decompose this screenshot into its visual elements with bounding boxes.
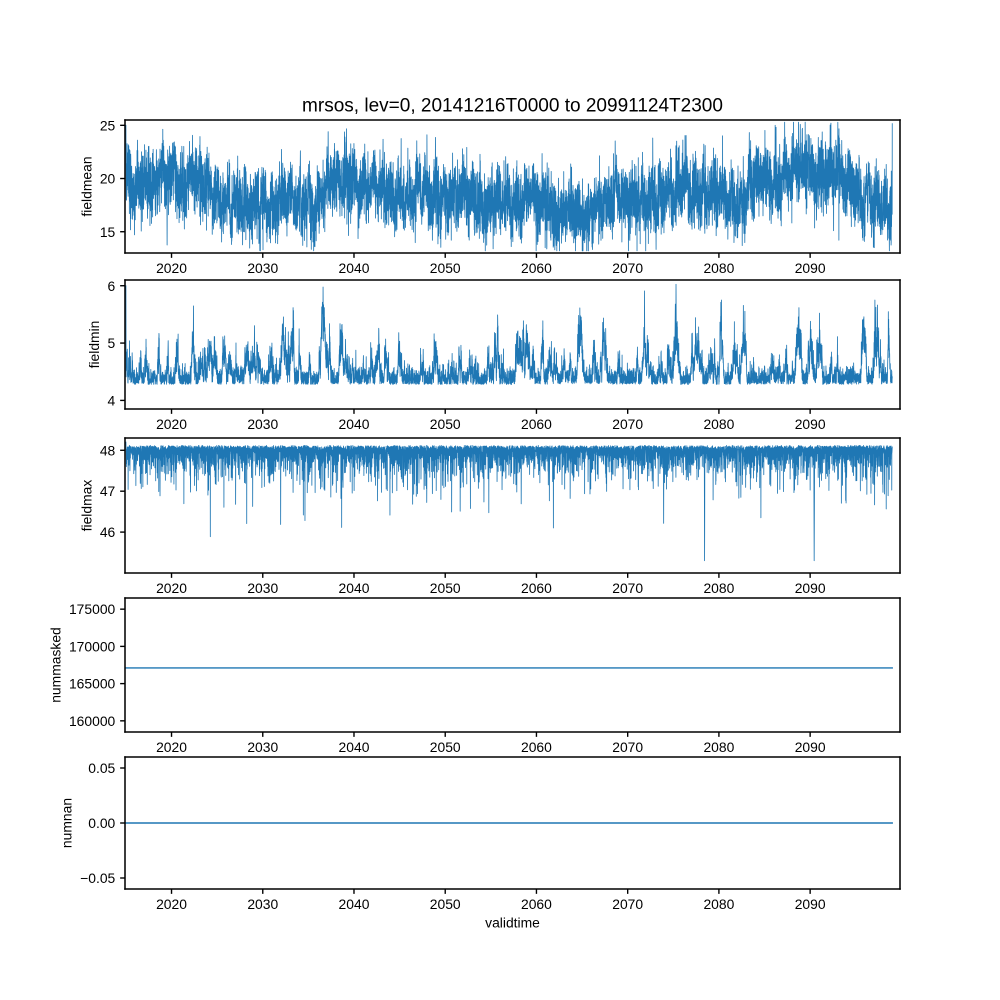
svg-text:2070: 2070 (612, 580, 643, 596)
svg-text:mrsos, lev=0, 20141216T0000 to: mrsos, lev=0, 20141216T0000 to 20991124T… (302, 96, 723, 117)
svg-text:46: 46 (100, 524, 116, 540)
svg-text:6: 6 (108, 278, 116, 294)
svg-text:2050: 2050 (430, 896, 461, 912)
svg-text:2060: 2060 (521, 580, 552, 596)
svg-text:−0.05: −0.05 (80, 870, 115, 886)
svg-text:2020: 2020 (156, 739, 187, 755)
svg-text:2070: 2070 (612, 739, 643, 755)
svg-text:2020: 2020 (156, 896, 187, 912)
svg-text:validtime: validtime (485, 914, 540, 930)
svg-text:5: 5 (108, 335, 116, 351)
svg-text:2060: 2060 (521, 896, 552, 912)
svg-text:2050: 2050 (430, 580, 461, 596)
svg-text:2030: 2030 (247, 260, 278, 276)
svg-text:160000: 160000 (69, 713, 116, 729)
svg-text:175000: 175000 (69, 601, 116, 617)
svg-text:2020: 2020 (156, 260, 187, 276)
svg-text:2090: 2090 (795, 260, 826, 276)
svg-text:170000: 170000 (69, 638, 116, 654)
svg-text:2040: 2040 (339, 416, 370, 432)
svg-text:2020: 2020 (156, 416, 187, 432)
svg-text:2070: 2070 (612, 896, 643, 912)
svg-text:numnan: numnan (59, 798, 75, 848)
svg-text:2030: 2030 (247, 416, 278, 432)
svg-text:15: 15 (100, 224, 116, 240)
svg-text:2030: 2030 (247, 739, 278, 755)
svg-text:2030: 2030 (247, 580, 278, 596)
svg-text:0.05: 0.05 (88, 760, 115, 776)
svg-text:2070: 2070 (612, 260, 643, 276)
svg-text:2030: 2030 (247, 896, 278, 912)
svg-text:2070: 2070 (612, 416, 643, 432)
svg-text:2090: 2090 (795, 416, 826, 432)
svg-text:fieldmin: fieldmin (86, 321, 102, 369)
svg-text:fieldmean: fieldmean (78, 156, 94, 216)
svg-text:2080: 2080 (703, 580, 734, 596)
svg-text:0.00: 0.00 (88, 815, 115, 831)
svg-text:nummasked: nummasked (47, 627, 63, 703)
svg-text:2090: 2090 (795, 739, 826, 755)
svg-text:2020: 2020 (156, 580, 187, 596)
svg-text:4: 4 (108, 392, 116, 408)
svg-text:48: 48 (100, 442, 116, 458)
svg-text:2060: 2060 (521, 260, 552, 276)
svg-text:2050: 2050 (430, 739, 461, 755)
svg-text:2060: 2060 (521, 416, 552, 432)
svg-text:2040: 2040 (339, 896, 370, 912)
svg-text:20: 20 (100, 171, 116, 187)
svg-text:2080: 2080 (703, 260, 734, 276)
svg-text:2040: 2040 (339, 580, 370, 596)
svg-text:2040: 2040 (339, 739, 370, 755)
svg-text:2050: 2050 (430, 416, 461, 432)
svg-text:165000: 165000 (69, 676, 116, 692)
svg-text:2080: 2080 (703, 739, 734, 755)
svg-text:2040: 2040 (339, 260, 370, 276)
svg-text:2090: 2090 (795, 896, 826, 912)
svg-text:25: 25 (100, 117, 116, 133)
svg-text:2080: 2080 (703, 896, 734, 912)
svg-text:2080: 2080 (703, 416, 734, 432)
svg-text:47: 47 (100, 483, 116, 499)
svg-text:2090: 2090 (795, 580, 826, 596)
svg-text:2060: 2060 (521, 739, 552, 755)
svg-text:2050: 2050 (430, 260, 461, 276)
svg-text:fieldmax: fieldmax (78, 480, 94, 532)
